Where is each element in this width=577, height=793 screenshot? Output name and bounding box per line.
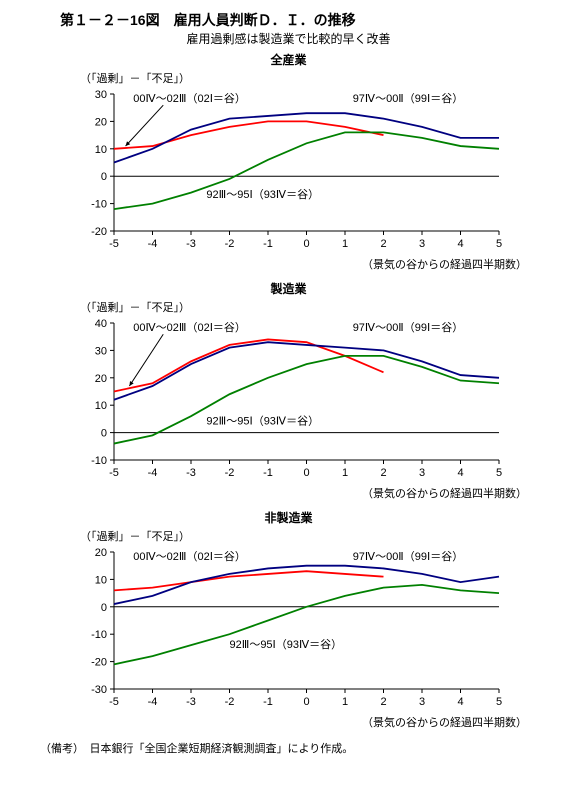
chart-label: 92Ⅲ～95Ⅰ（93Ⅳ＝谷） (206, 188, 319, 201)
svg-text:30: 30 (94, 89, 106, 101)
svg-text:3: 3 (418, 467, 424, 479)
y-axis-note-1: （「過剰」－「不足」） (80, 299, 567, 315)
svg-text:1: 1 (341, 238, 347, 250)
chart-label: 00Ⅳ～02Ⅲ（02Ⅰ＝谷） (133, 550, 246, 563)
chart-label: 97Ⅳ～00Ⅱ（99Ⅰ＝谷） (352, 92, 463, 105)
svg-text:-4: -4 (147, 467, 157, 479)
svg-text:-3: -3 (186, 238, 196, 250)
y-axis-note-2: （「過剰」－「不足」） (80, 528, 567, 544)
svg-text:-3: -3 (186, 696, 196, 708)
svg-text:4: 4 (457, 696, 463, 708)
svg-text:-1: -1 (263, 467, 273, 479)
svg-text:0: 0 (303, 696, 309, 708)
series-line (114, 342, 499, 400)
svg-text:-1: -1 (263, 696, 273, 708)
svg-text:-5: -5 (109, 467, 119, 479)
svg-text:-10: -10 (91, 199, 107, 211)
chart-label: 92Ⅲ～95Ⅰ（93Ⅳ＝谷） (206, 414, 319, 427)
svg-text:-1: -1 (263, 238, 273, 250)
svg-text:-2: -2 (224, 696, 234, 708)
svg-text:3: 3 (418, 696, 424, 708)
y-axis-note-0: （「過剰」－「不足」） (80, 70, 567, 86)
chart-title-1: 製造業 (10, 280, 567, 297)
chart-2: 非製造業（「過剰」－「不足」）-30-20-1001020-5-4-3-2-10… (10, 509, 567, 730)
svg-text:30: 30 (94, 345, 106, 357)
svg-text:1: 1 (341, 696, 347, 708)
figure-title: 第１－２－16図 雇用人員判断Ｄ．Ｉ．の推移 (60, 10, 567, 30)
series-line (114, 585, 499, 664)
svg-text:10: 10 (94, 400, 106, 412)
charts-container: 全産業（「過剰」－「不足」）-20-100102030-5-4-3-2-1012… (10, 51, 567, 730)
svg-text:20: 20 (94, 116, 106, 128)
svg-text:4: 4 (457, 238, 463, 250)
svg-text:5: 5 (495, 696, 501, 708)
chart-svg-1: -10010203040-5-4-3-2-101234500Ⅳ～02Ⅲ（02Ⅰ＝… (59, 315, 519, 485)
footnote: （備考） 日本銀行「全国企業短期経済観測調査」により作成。 (40, 740, 567, 756)
svg-text:5: 5 (495, 467, 501, 479)
svg-text:10: 10 (94, 144, 106, 156)
svg-text:2: 2 (380, 467, 386, 479)
x-axis-note-0: （景気の谷からの経過四半期数） (10, 256, 527, 272)
svg-text:-2: -2 (224, 467, 234, 479)
svg-text:10: 10 (94, 574, 106, 586)
figure-subtitle: 雇用過剰感は製造業で比較的早く改善 (10, 30, 567, 47)
chart-label: 92Ⅲ～95Ⅰ（93Ⅳ＝谷） (229, 638, 342, 651)
chart-label: 97Ⅳ～00Ⅱ（99Ⅰ＝谷） (352, 321, 463, 334)
svg-text:0: 0 (100, 428, 106, 440)
svg-text:-10: -10 (91, 455, 107, 467)
svg-text:-2: -2 (224, 238, 234, 250)
svg-text:-5: -5 (109, 696, 119, 708)
chart-1: 製造業（「過剰」－「不足」）-10010203040-5-4-3-2-10123… (10, 280, 567, 501)
series-line (114, 121, 384, 148)
svg-text:0: 0 (303, 238, 309, 250)
chart-svg-0: -20-100102030-5-4-3-2-101234500Ⅳ～02Ⅲ（02Ⅰ… (59, 86, 519, 256)
chart-label: 00Ⅳ～02Ⅲ（02Ⅰ＝谷） (133, 321, 246, 334)
svg-text:40: 40 (94, 318, 106, 330)
svg-text:-4: -4 (147, 696, 157, 708)
chart-title-2: 非製造業 (10, 509, 567, 526)
svg-text:-3: -3 (186, 467, 196, 479)
svg-text:4: 4 (457, 467, 463, 479)
x-axis-note-1: （景気の谷からの経過四半期数） (10, 485, 527, 501)
chart-label: 00Ⅳ～02Ⅲ（02Ⅰ＝谷） (133, 92, 246, 105)
svg-text:-4: -4 (147, 238, 157, 250)
svg-text:-5: -5 (109, 238, 119, 250)
svg-text:20: 20 (94, 547, 106, 559)
svg-text:-30: -30 (91, 684, 107, 696)
svg-text:-20: -20 (91, 657, 107, 669)
svg-text:0: 0 (303, 467, 309, 479)
series-line (114, 571, 384, 590)
svg-text:2: 2 (380, 238, 386, 250)
chart-svg-2: -30-20-1001020-5-4-3-2-101234500Ⅳ～02Ⅲ（02… (59, 544, 519, 714)
svg-text:-10: -10 (91, 629, 107, 641)
svg-text:-20: -20 (91, 226, 107, 238)
svg-text:0: 0 (100, 171, 106, 183)
svg-text:3: 3 (418, 238, 424, 250)
chart-label: 97Ⅳ～00Ⅱ（99Ⅰ＝谷） (352, 550, 463, 563)
svg-text:5: 5 (495, 238, 501, 250)
svg-text:2: 2 (380, 696, 386, 708)
chart-0: 全産業（「過剰」－「不足」）-20-100102030-5-4-3-2-1012… (10, 51, 567, 272)
x-axis-note-2: （景気の谷からの経過四半期数） (10, 714, 527, 730)
svg-text:1: 1 (341, 467, 347, 479)
svg-text:0: 0 (100, 602, 106, 614)
svg-text:20: 20 (94, 373, 106, 385)
chart-title-0: 全産業 (10, 51, 567, 68)
